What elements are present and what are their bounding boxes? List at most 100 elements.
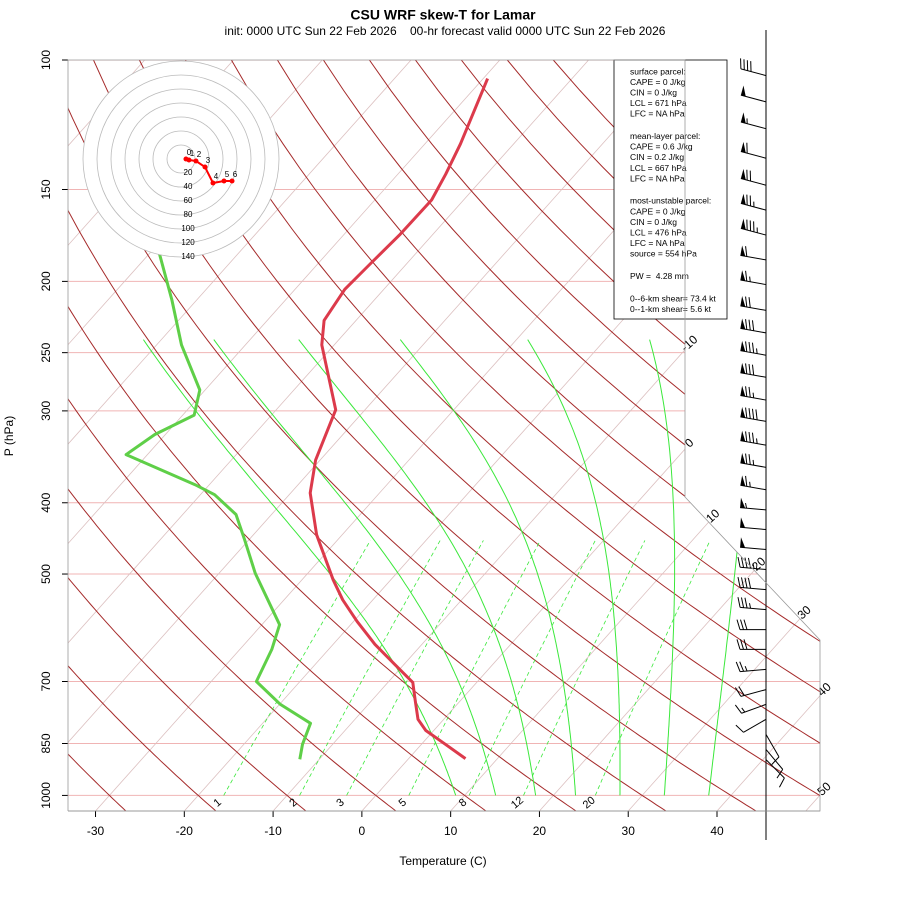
moist-adiabat <box>213 339 497 796</box>
barb-feather <box>751 320 755 331</box>
y-tick-label: 250 <box>39 342 53 362</box>
hodograph-label: 4 <box>214 172 219 181</box>
y-tick-label: 300 <box>39 401 53 421</box>
barb-pennant <box>740 85 746 97</box>
barb-staff <box>740 254 767 261</box>
barb-feather <box>745 341 748 352</box>
wind-barb <box>740 296 767 311</box>
barb-feather <box>740 619 744 630</box>
info-text: source = 554 hPa <box>630 249 697 259</box>
barb-feather <box>744 597 748 609</box>
barb-feather <box>736 639 741 650</box>
info-text: LCL = 476 hPa <box>630 227 687 237</box>
hodograph-ring <box>152 130 210 188</box>
y-tick-label: 100 <box>39 50 53 70</box>
barb-feather <box>745 363 748 374</box>
wind-barb <box>740 141 767 159</box>
barb-staff <box>741 703 767 714</box>
dry-adiabat <box>230 60 820 811</box>
barb-half-feather <box>749 276 751 282</box>
barb-staff <box>765 759 785 779</box>
isotherm <box>68 60 678 811</box>
wind-barb <box>740 218 767 236</box>
mixing-ratio-line <box>594 540 711 796</box>
dry-adiabat <box>93 60 820 811</box>
barb-feather <box>751 364 755 376</box>
barb-pennant <box>740 452 746 464</box>
hodograph-label: 0 <box>187 148 192 157</box>
barb-feather <box>738 686 745 696</box>
wind-barb <box>735 661 767 673</box>
barb-pennant <box>740 218 746 230</box>
barb-feather <box>745 296 748 308</box>
info-text: most-unstable parcel: <box>630 196 711 206</box>
hodograph-ring-label: 120 <box>181 238 195 247</box>
barb-feather <box>744 557 748 568</box>
barb-pennant <box>740 475 746 487</box>
wind-barb <box>740 318 767 334</box>
wind-barb <box>740 112 767 130</box>
barb-staff <box>765 734 780 758</box>
profile-line <box>124 249 312 760</box>
hodograph-label: 6 <box>233 170 238 179</box>
moist-adiabat <box>298 339 537 796</box>
barb-staff <box>740 121 767 130</box>
y-tick-label: 400 <box>39 492 53 512</box>
barb-feather <box>735 724 744 733</box>
isotherm <box>68 60 589 811</box>
y-tick-label: 200 <box>39 271 53 291</box>
wind-barb <box>740 193 767 211</box>
barb-pennant <box>740 141 746 153</box>
info-text: CAPE = 0 J/kg <box>630 206 686 216</box>
barb-pennant <box>740 193 746 205</box>
y-axis-label: P (hPa) <box>2 416 16 456</box>
dry-adiabat <box>322 60 820 811</box>
hodograph-point <box>210 180 216 186</box>
barb-feather <box>734 687 742 697</box>
hodograph-ring-label: 140 <box>181 252 195 261</box>
hodograph-ring <box>96 74 266 244</box>
moist-adiabat <box>649 339 676 796</box>
isotherm <box>539 60 820 811</box>
hodograph-ring-label: 80 <box>184 210 193 219</box>
isotherm <box>627 60 820 811</box>
info-text: 0--1-km shear= 5.6 kt <box>630 304 712 314</box>
x-tick-label: 0 <box>359 824 366 838</box>
barb-pennant <box>740 406 746 418</box>
x-axis-label: Temperature (C) <box>399 854 486 868</box>
barb-half-feather <box>756 348 758 354</box>
chart-title: CSU WRF skew-T for Lamar <box>350 7 536 23</box>
mixing-ratio-line <box>468 540 596 796</box>
y-tick-label: 150 <box>39 179 53 199</box>
x-tick-label: 40 <box>710 824 724 838</box>
x-tick-label: 10 <box>444 824 458 838</box>
barb-pennant <box>740 112 746 124</box>
dry-adiabat <box>276 60 820 811</box>
barb-staff <box>740 586 767 591</box>
isotherm <box>68 60 501 811</box>
dry-adiabat <box>68 60 127 811</box>
wind-barb <box>737 597 767 611</box>
barb-feather <box>745 475 748 487</box>
barb-feather <box>751 408 755 420</box>
barb-feather <box>751 342 755 354</box>
barb-half-feather <box>745 502 748 509</box>
barb-half-feather <box>744 666 748 672</box>
barb-feather <box>748 431 751 443</box>
profile-line <box>308 78 489 760</box>
wind-barb <box>740 58 767 77</box>
barb-feather <box>737 577 741 588</box>
barb-staff <box>740 606 767 611</box>
barb-staff <box>740 689 767 697</box>
wind-barb <box>740 430 767 446</box>
barb-half-feather <box>741 707 746 713</box>
wind-barb <box>735 718 767 733</box>
wind-barb <box>765 759 785 788</box>
barb-feather <box>740 557 745 568</box>
info-text: CAPE = 0.6 J/kg <box>630 142 693 152</box>
wind-barb <box>737 556 767 571</box>
info-text: CIN = 0 J/kg <box>630 217 677 227</box>
barb-feather <box>748 341 751 353</box>
wind-barb <box>737 577 767 591</box>
info-text: CIN = 0.2 J/kg <box>630 152 684 162</box>
